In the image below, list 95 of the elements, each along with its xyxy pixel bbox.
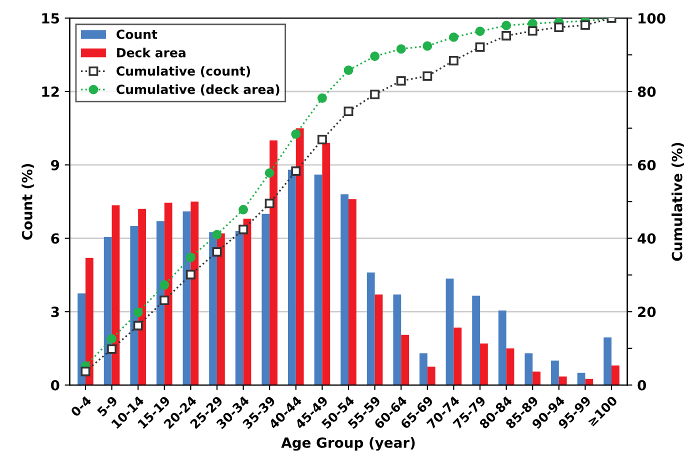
bar	[427, 366, 436, 386]
legend-label: Deck area	[117, 48, 186, 58]
y2-tick-label: 20	[638, 306, 656, 318]
point	[475, 42, 485, 52]
bar	[314, 174, 322, 386]
point	[370, 52, 380, 62]
bar	[164, 202, 172, 386]
bar	[235, 230, 244, 386]
point	[502, 31, 512, 40]
x-tick-label: 0-4	[70, 395, 92, 418]
bar	[393, 294, 402, 386]
bar	[130, 226, 138, 386]
bar	[498, 310, 506, 386]
bar	[366, 272, 375, 386]
bar	[340, 194, 348, 386]
y2-axis-title: Cumulative (%)	[672, 142, 684, 261]
bar	[612, 365, 620, 386]
legend-label: Count	[116, 30, 158, 40]
point	[186, 252, 196, 262]
bar	[420, 353, 428, 386]
bar	[190, 202, 199, 386]
bar	[558, 376, 567, 386]
bar	[138, 208, 146, 386]
bar	[348, 199, 356, 386]
bar	[209, 232, 217, 386]
bar	[446, 278, 454, 386]
bar	[296, 128, 304, 386]
bar	[604, 337, 612, 386]
y2-tick-label: 40	[638, 233, 656, 244]
point	[344, 106, 354, 116]
bar	[288, 170, 296, 386]
bar	[243, 218, 252, 386]
point	[317, 93, 327, 103]
legend-label: Cumulative (deck area)	[116, 84, 280, 96]
y-tick-label: 3	[51, 306, 59, 318]
y-tick-label: 12	[42, 86, 59, 97]
point	[291, 166, 301, 176]
bar	[585, 378, 594, 386]
point	[80, 366, 90, 376]
point	[238, 204, 248, 214]
point	[344, 66, 354, 75]
point	[448, 32, 458, 42]
bar	[454, 328, 462, 386]
y-tick-label: 6	[51, 233, 60, 244]
point	[238, 224, 248, 234]
point	[107, 334, 117, 344]
bar	[551, 360, 559, 386]
x-axis-title: Age Group (year)	[281, 437, 415, 451]
bar	[216, 233, 225, 386]
point	[396, 44, 406, 54]
bar	[472, 296, 480, 386]
point	[264, 198, 274, 208]
point	[396, 76, 406, 86]
y2-tick-label: 100	[638, 13, 666, 24]
bar	[506, 348, 514, 386]
bar	[374, 294, 383, 386]
point	[212, 230, 222, 240]
bar	[156, 221, 164, 386]
point	[133, 320, 143, 330]
point	[107, 344, 117, 354]
bar	[85, 258, 94, 386]
point	[186, 270, 196, 280]
point	[528, 26, 538, 36]
point	[291, 129, 301, 139]
bar	[104, 237, 112, 386]
point	[448, 56, 458, 66]
point	[554, 22, 564, 32]
point	[264, 168, 274, 178]
bar	[524, 353, 533, 386]
bar	[322, 142, 330, 386]
bar	[270, 140, 278, 386]
point	[422, 41, 432, 51]
point	[580, 20, 590, 30]
y-tick-label: 9	[51, 160, 60, 170]
point	[160, 296, 170, 306]
y2-tick-label: 0	[638, 380, 646, 391]
bar	[401, 334, 409, 386]
point	[160, 280, 170, 290]
y2-tick-label: 60	[638, 160, 656, 170]
point	[502, 20, 512, 30]
point	[212, 247, 222, 257]
bar	[480, 343, 488, 386]
y-tick-label: 15	[42, 13, 60, 24]
point	[317, 134, 327, 144]
y-tick-label: 0	[50, 380, 60, 391]
point	[422, 71, 432, 81]
y2-tick-label: 80	[638, 86, 656, 97]
point	[133, 308, 143, 318]
y-axis-title: Count (%)	[22, 164, 34, 240]
point	[475, 26, 485, 36]
bar	[78, 293, 86, 386]
legend-label: Cumulative (count)	[116, 66, 250, 78]
point	[370, 90, 380, 100]
bar	[532, 372, 541, 386]
bar	[262, 214, 270, 386]
